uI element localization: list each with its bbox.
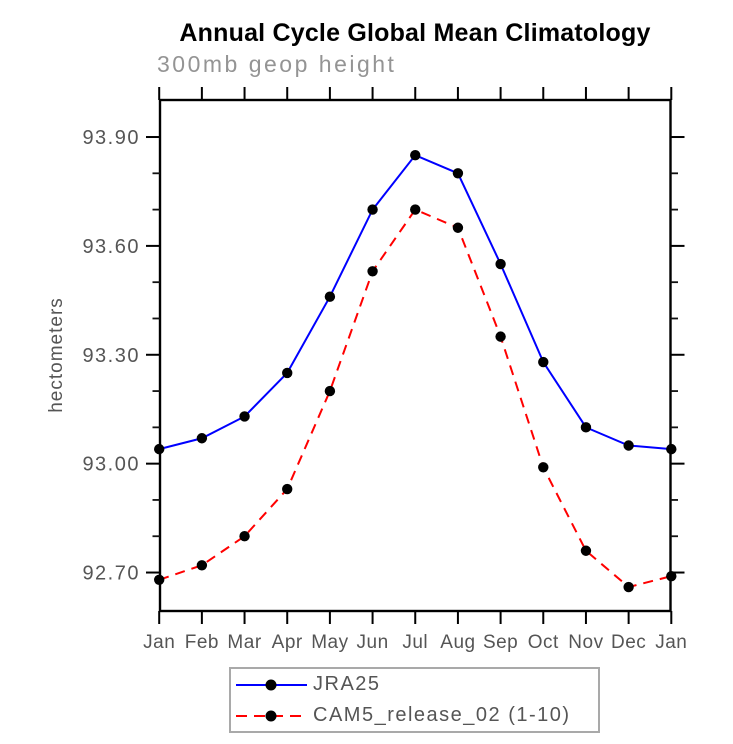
data-point-marker-jra25 (495, 258, 506, 270)
legend-line-sample-dashed-red (236, 710, 307, 721)
data-point-marker-cam5 (239, 531, 250, 542)
axis-frame (158, 98, 672, 613)
y-tick-label: 93.60 (82, 236, 140, 258)
x-tick-label: Sep (483, 632, 518, 653)
data-point-marker-cam5 (367, 266, 378, 277)
data-point-marker-cam5 (666, 570, 677, 582)
x-tick-label: Dec (611, 632, 646, 653)
data-point-marker-jra25 (666, 443, 677, 455)
series-line-cam5 (158, 208, 672, 589)
legend-marker-dot-icon (265, 710, 277, 721)
data-point-marker-jra25 (410, 149, 421, 161)
y-tick-label: 93.30 (82, 345, 140, 367)
x-tick-label: Nov (568, 632, 603, 653)
data-point-marker-jra25 (196, 433, 208, 444)
data-point-marker-cam5 (154, 574, 165, 585)
x-tick-label: Feb (185, 632, 219, 653)
legend-item-jra25: JRA25 (233, 669, 598, 700)
data-point-marker-cam5 (495, 331, 506, 342)
data-point-marker-jra25 (452, 168, 464, 179)
x-tick-label: Jan (655, 632, 687, 653)
data-point-marker-jra25 (239, 411, 250, 422)
data-point-marker-cam5 (282, 483, 293, 495)
data-point-marker-cam5 (452, 222, 464, 233)
data-point-marker-jra25 (324, 291, 336, 302)
chart-subtitle: 300mb geop height (157, 51, 397, 77)
legend: JRA25 CAM5_release_02 (1-10) (229, 667, 600, 733)
chart-title: Annual Cycle Global Mean Climatology (179, 19, 651, 47)
data-point-marker-cam5 (196, 560, 208, 571)
data-point-marker-cam5 (410, 204, 421, 215)
legend-item-label: CAM5_release_02 (1-10) (313, 704, 571, 726)
y-tick-label: 93.90 (82, 127, 140, 149)
x-tick-label: Apr (272, 632, 303, 653)
y-tick-label: 93.00 (82, 454, 140, 476)
data-point-marker-cam5 (580, 545, 592, 556)
x-tick-label: Jan (143, 632, 175, 653)
data-point-marker-jra25 (538, 356, 549, 368)
data-point-marker-jra25 (367, 204, 378, 215)
x-tick-label: Jul (402, 632, 428, 653)
data-point-marker-cam5 (623, 581, 634, 593)
data-point-marker-jra25 (282, 367, 293, 379)
x-tick-label: Jun (357, 632, 389, 653)
x-tick-label: Aug (440, 632, 475, 653)
data-point-marker-jra25 (154, 443, 165, 455)
y-tick-label: 92.70 (82, 563, 140, 585)
legend-marker-dot-icon (265, 679, 277, 690)
data-point-marker-jra25 (623, 440, 634, 451)
legend-line-sample-solid-blue (236, 679, 307, 690)
x-tick-label: Mar (227, 632, 261, 653)
data-point-marker-cam5 (538, 462, 549, 473)
legend-item-label: JRA25 (313, 673, 381, 695)
data-point-marker-cam5 (324, 385, 336, 397)
data-point-marker-jra25 (580, 422, 592, 433)
x-tick-label: May (311, 632, 348, 653)
x-tick-label: Oct (528, 632, 559, 653)
legend-item-cam5: CAM5_release_02 (1-10) (233, 700, 598, 731)
series-line-jra25 (158, 153, 672, 451)
